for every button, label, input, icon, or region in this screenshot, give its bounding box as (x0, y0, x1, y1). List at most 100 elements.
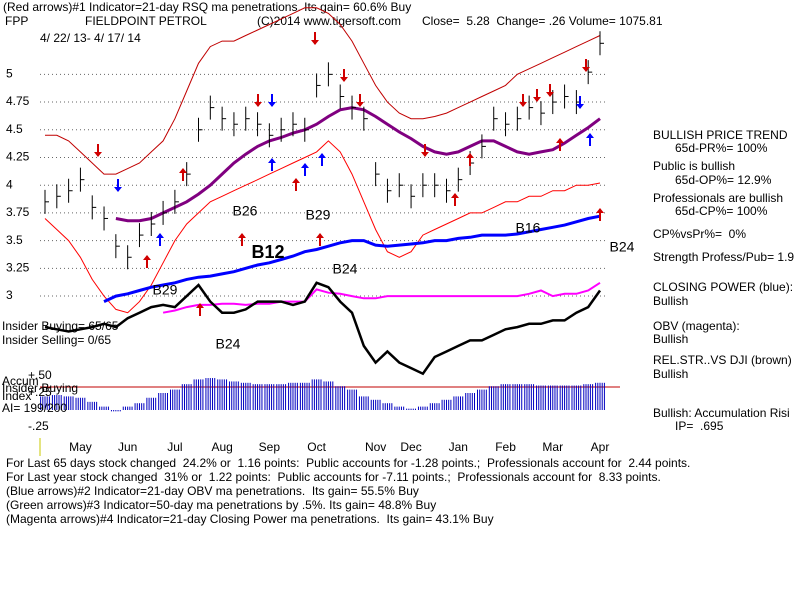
left-label: Accum (2, 374, 39, 388)
right-panel-text: 65d-OP%= 12.9% (675, 173, 772, 187)
x-tick-label: Apr (591, 440, 610, 454)
arrow-head (292, 178, 300, 183)
header-text: Close= 5.28 Change= .26 Volume= 1075.81 (422, 14, 663, 28)
accum-tick-label: +.25 (28, 385, 52, 399)
right-panel-text: Bullish: Accumulation Risi (653, 406, 790, 420)
left-label: Insider Selling= 0/65 (2, 333, 111, 347)
arrow-head (451, 193, 459, 198)
y-tick-label: 5 (6, 67, 13, 81)
arrow-head (156, 233, 164, 238)
arrow-head (596, 208, 604, 213)
indicator-line (103, 214, 601, 303)
arrow-head (316, 233, 324, 238)
x-tick-label: Feb (495, 440, 516, 454)
indicator-line (44, 140, 601, 314)
arrow-head (318, 153, 326, 158)
annotation: B12 (251, 242, 284, 262)
arrow-head (268, 158, 276, 163)
footer-text: (Blue arrows)#2 Indicator=21-day OBV ma … (6, 484, 419, 498)
right-panel-text: Bullish (653, 294, 688, 308)
arrow-head (268, 102, 276, 107)
right-panel-text: Public is bullish (653, 159, 735, 173)
right-panel-text: OBV (magenta): (653, 319, 740, 333)
arrow-head (421, 152, 429, 157)
footer-text: For Last year stock changed 31% or 1.22 … (6, 470, 661, 484)
x-tick-label: Nov (365, 440, 386, 454)
accum-tick-label: +.50 (28, 368, 52, 382)
left-label: Insider Buying (2, 381, 78, 395)
arrow-head (114, 187, 122, 192)
x-tick-label: Dec (400, 440, 421, 454)
annotation: B24 (216, 336, 241, 352)
arrow-head (94, 152, 102, 157)
y-tick-label: 4.25 (6, 150, 30, 164)
arrow-head (519, 102, 527, 107)
annotation: B29 (306, 207, 331, 223)
right-panel-text: CLOSING POWER (blue): (653, 280, 793, 294)
footer-text: For Last 65 days stock changed 24.2% or … (6, 456, 690, 470)
right-panel-text: REL.STR..VS DJI (brown) (653, 353, 792, 367)
left-label: AI= 199/200 (2, 401, 67, 415)
indicator-line (45, 7, 601, 175)
annotation: B24 (333, 261, 358, 277)
annotation: B24 (610, 239, 635, 255)
arrow-head (340, 77, 348, 82)
arrow-head (356, 102, 364, 107)
right-panel-text: Professionals are bullish (653, 191, 783, 205)
header-text: (Red arrows)#1 Indicator=21-day RSQ ma p… (3, 0, 411, 14)
right-panel-text: 65d-CP%= 100% (675, 204, 768, 218)
right-panel-text: BULLISH PRICE TREND (653, 128, 788, 142)
arrow-head (311, 40, 319, 45)
y-tick-label: 4 (6, 177, 13, 191)
arrow-head (196, 303, 204, 308)
right-panel-text: Bullish (653, 367, 688, 381)
arrow-head (143, 255, 151, 260)
arrow-head (586, 133, 594, 138)
arrow-head (546, 92, 554, 97)
x-tick-label: Mar (542, 440, 563, 454)
indicator-line (162, 281, 601, 314)
arrow-head (254, 102, 262, 107)
arrow-head (238, 233, 246, 238)
indicator-line (115, 106, 601, 223)
header-text: (C)2014 www.tigersoft.com (257, 14, 401, 28)
header-text: FIELDPOINT PETROL (85, 14, 207, 28)
x-tick-label: Jun (118, 440, 137, 454)
y-tick-label: 3.5 (6, 233, 23, 247)
arrow-head (576, 104, 584, 109)
right-panel-text: CP%vsPr%= 0% (653, 227, 746, 241)
right-panel-text: Strength Profess/Pub= 1.9 (653, 250, 794, 264)
x-tick-label: Sep (259, 440, 281, 454)
footer-text: (Magenta arrows)#4 Indicator=21-day Clos… (6, 512, 494, 526)
x-tick-label: Oct (307, 440, 326, 454)
indicator-line (44, 281, 602, 376)
annotation: B26 (233, 203, 258, 219)
left-label: Index (2, 389, 31, 403)
arrow-head (466, 153, 474, 158)
accum-tick-label: -.25 (28, 419, 49, 433)
arrow-head (301, 163, 309, 168)
x-tick-label: Jan (449, 440, 468, 454)
x-tick-label: Jul (167, 440, 182, 454)
left-label: Insider Buying= 65/65 (2, 319, 119, 333)
arrow-head (533, 97, 541, 102)
right-panel-text: Bullish (653, 332, 688, 346)
y-tick-label: 4.5 (6, 122, 23, 136)
y-tick-label: 3.75 (6, 205, 30, 219)
y-tick-label: 4.75 (6, 94, 30, 108)
arrow-head (179, 168, 187, 173)
right-panel-text: 65d-PR%= 100% (675, 141, 768, 155)
header-text: FPP (5, 14, 28, 28)
annotation: B29 (153, 282, 178, 298)
y-tick-label: 3.25 (6, 261, 30, 275)
header-text: 4/ 22/ 13- 4/ 17/ 14 (40, 31, 141, 45)
x-tick-label: Aug (211, 440, 232, 454)
arrow-head (582, 67, 590, 72)
y-tick-label: 3 (6, 288, 13, 302)
footer-text: (Green arrows)#3 Indicator=50-day ma pen… (6, 498, 436, 512)
annotation: B16 (516, 220, 541, 236)
arrow-head (556, 138, 564, 143)
